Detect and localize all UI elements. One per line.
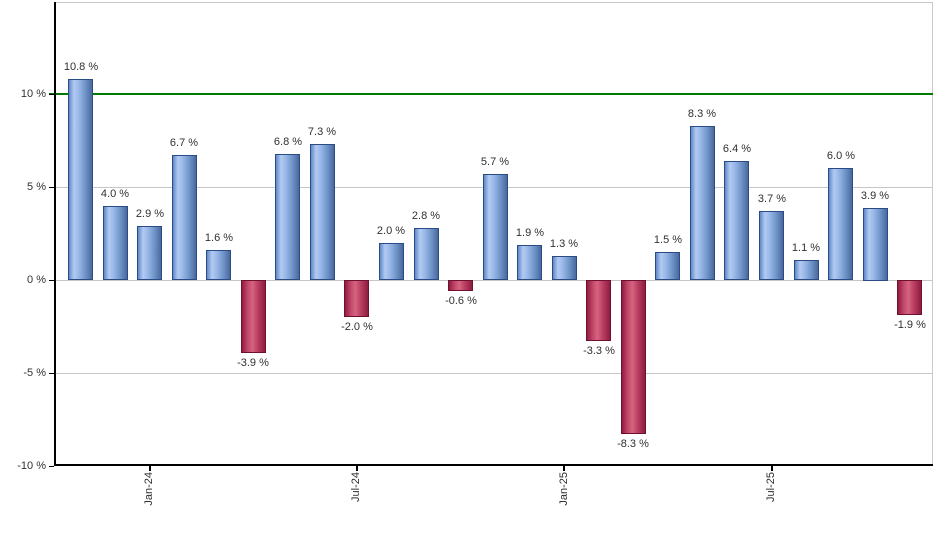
bar-positive [517,245,542,280]
bar-positive [379,243,404,280]
plot-frame-top [56,2,933,3]
bar-negative [448,280,473,291]
y-axis-line [54,2,56,466]
y-tick-label: -10 % [17,460,46,472]
bar-value-label: -8.3 % [617,438,649,450]
bar-negative [621,280,646,434]
bar-value-label: 7.3 % [307,126,337,138]
bar-positive [172,155,197,280]
bar-positive [552,256,577,280]
x-tick-label: Jul-25 [765,472,777,502]
y-tick-mark [49,280,54,281]
y-tick-mark [49,373,54,374]
bar-positive [275,154,300,280]
y-tick-label: -5 % [23,367,46,379]
bar-value-label: 1.6 % [204,232,234,244]
bar-value-label: 6.0 % [826,150,856,162]
bar-positive [828,168,853,280]
bar-value-label: -1.9 % [894,319,926,331]
x-tick-mark [563,466,565,471]
bar-value-label: 6.8 % [273,136,303,148]
bar-negative [344,280,369,317]
bar-value-label: -2.0 % [341,321,373,333]
bar-positive [68,79,93,280]
x-axis-line [54,464,933,466]
bar-positive [206,250,231,280]
bar-negative [241,280,266,353]
bar-positive [863,208,888,281]
x-tick-label: Jan-24 [143,472,155,506]
x-tick-label: Jul-24 [350,472,362,502]
bar-value-label: 4.0 % [100,188,130,200]
bar-value-label: 2.0 % [376,225,406,237]
bar-value-label: -3.9 % [237,357,269,369]
bar-value-label: 1.5 % [653,234,683,246]
bar-negative [586,280,611,341]
x-tick-mark [356,466,358,471]
bar-value-label: 5.7 % [480,156,510,168]
bar-value-label: 1.9 % [515,227,545,239]
bar-value-label: 1.3 % [549,238,579,250]
bar-value-label: 3.7 % [757,193,787,205]
bar-value-label: -0.6 % [445,295,477,307]
bar-value-label: 2.9 % [135,208,165,220]
bar-value-label: 8.3 % [687,108,717,120]
bar-positive [414,228,439,280]
bar-positive [310,144,335,280]
bar-positive [794,260,819,280]
y-tick-label: 5 % [27,181,46,193]
bar-value-label: 10.8 % [63,61,99,73]
bar-value-label: 2.8 % [411,210,441,222]
bar-positive [759,211,784,280]
y-tick-mark [49,466,54,467]
bar-positive [483,174,508,280]
x-tick-mark [771,466,773,471]
bar-positive [137,226,162,280]
bar-value-label: 3.9 % [860,190,890,202]
bar-value-label: -3.3 % [583,345,615,357]
reference-line [49,93,933,95]
bar-negative [897,280,922,315]
bar-positive [103,206,128,280]
bar-positive [724,161,749,280]
bar-value-label: 1.1 % [791,242,821,254]
bar-positive [690,126,715,280]
y-tick-label: 10 % [20,88,46,100]
y-tick-mark [49,187,54,188]
gridline [56,280,933,281]
bar-positive [655,252,680,280]
y-tick-label: 0 % [27,274,46,286]
y-tick-mark [49,94,54,95]
plot-frame-right [932,3,933,466]
gridline [56,373,933,374]
bar-value-label: 6.4 % [722,143,752,155]
bar-value-label: 6.7 % [169,137,199,149]
x-tick-label: Jan-25 [558,472,570,506]
x-tick-mark [149,466,151,471]
